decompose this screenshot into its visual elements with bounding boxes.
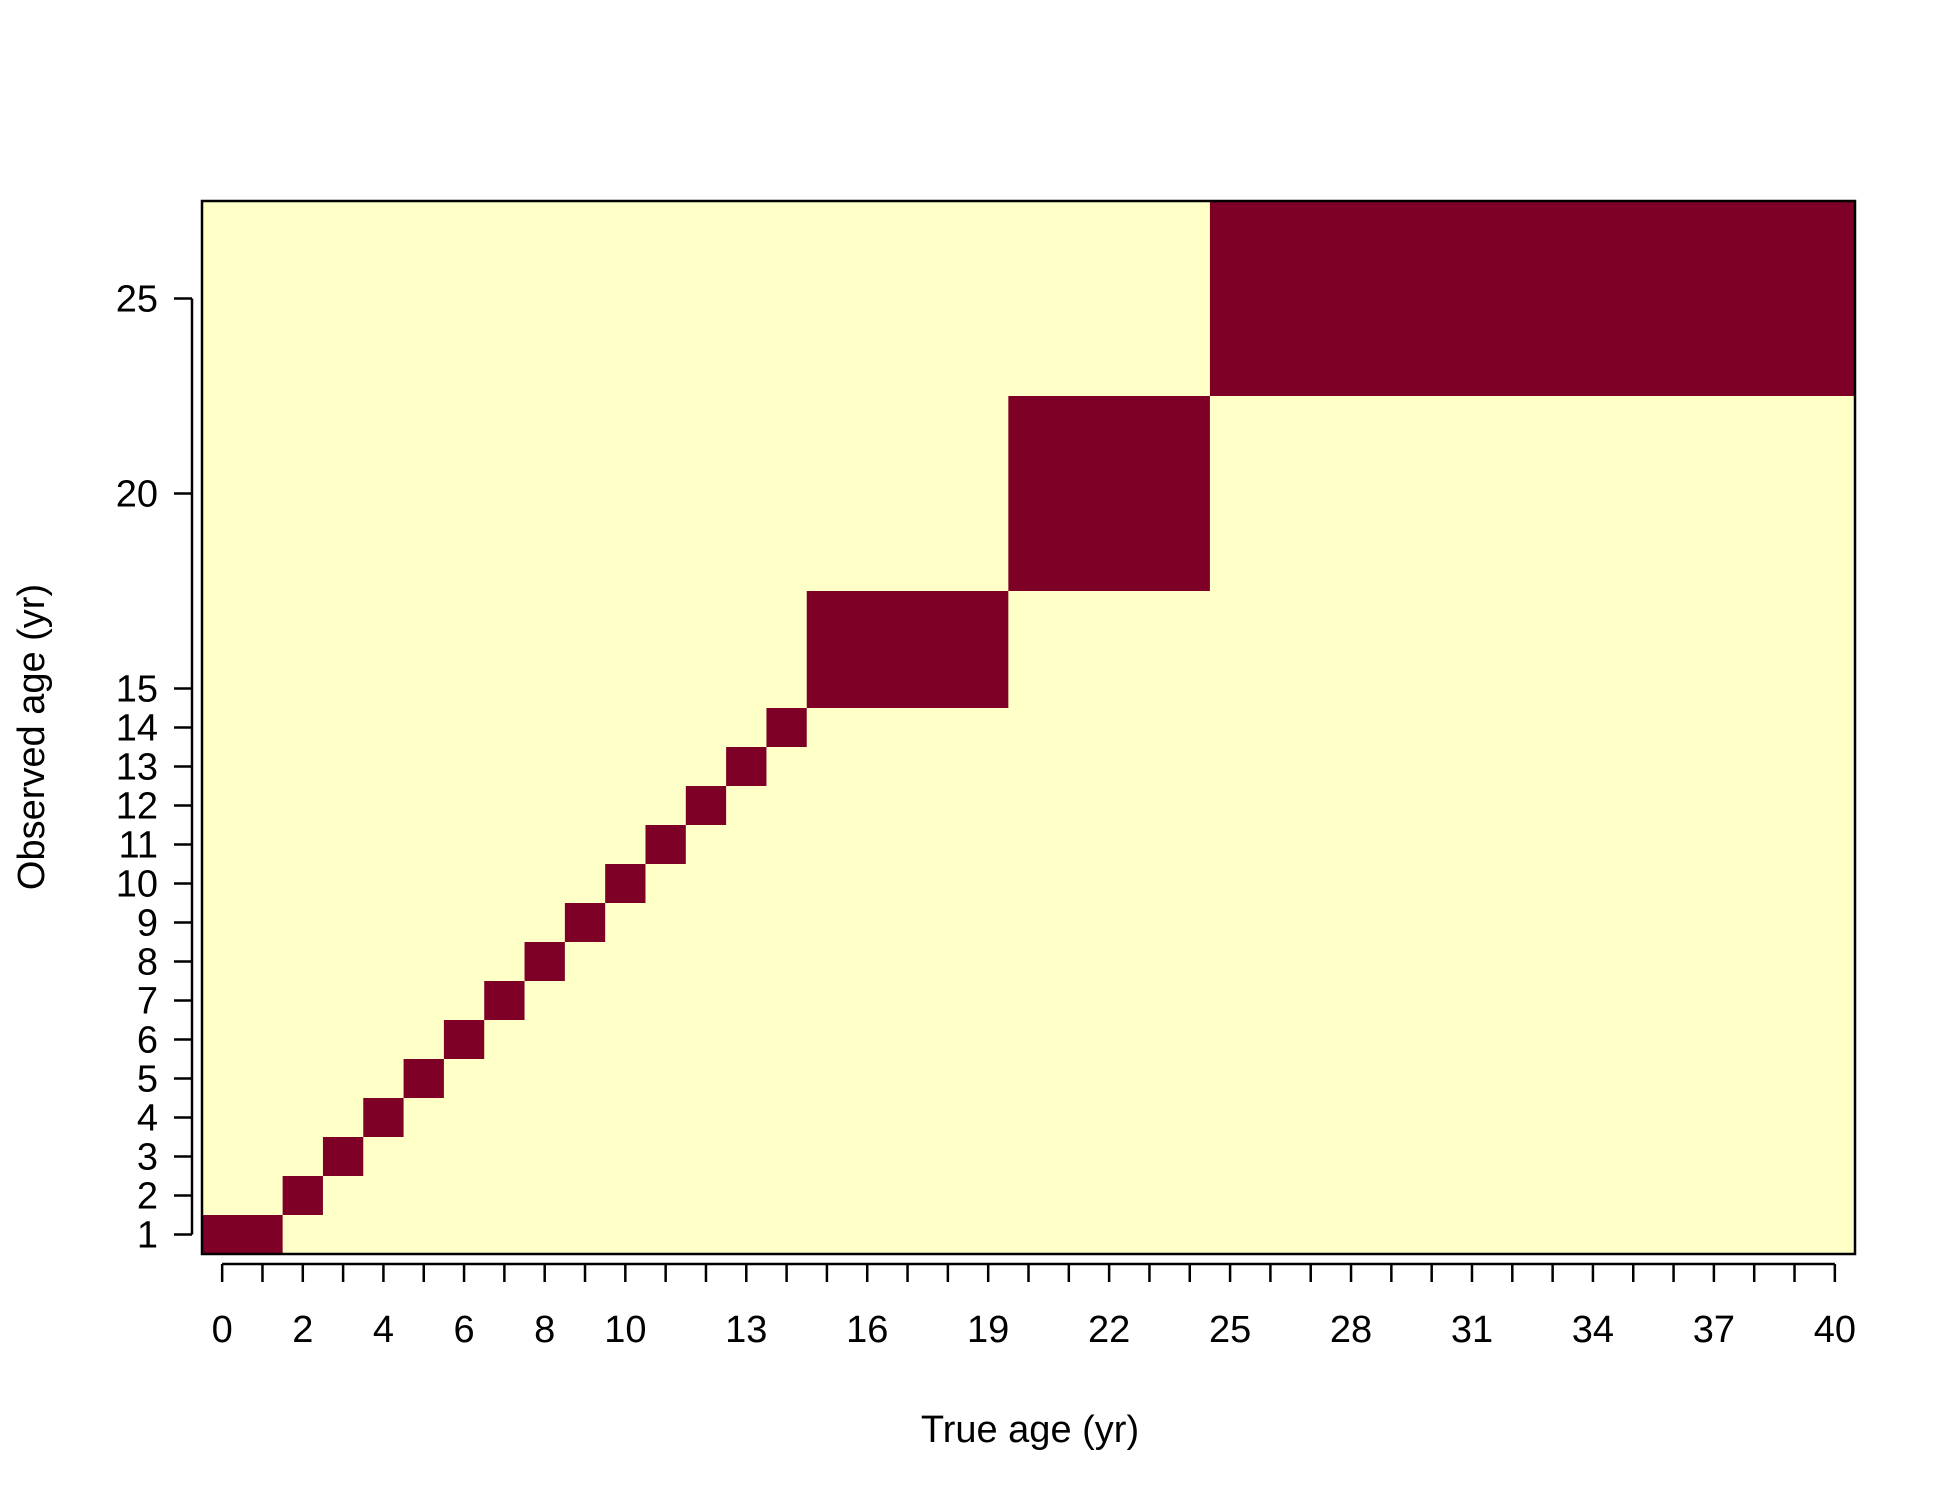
- heatmap-cell-2: [322, 1137, 364, 1176]
- x-tick-label: 16: [846, 1309, 888, 1351]
- y-tick-label: 6: [137, 1020, 158, 1062]
- y-tick-label: 15: [116, 669, 158, 711]
- y-tick-label: 3: [137, 1137, 158, 1179]
- y-tick-label: 7: [137, 981, 158, 1023]
- y-tick-label: 14: [116, 708, 158, 750]
- x-tick-label: 13: [725, 1309, 767, 1351]
- plot-area: [200, 199, 1857, 1256]
- y-axis-label: Observed age (yr): [11, 584, 53, 890]
- x-tick-label: 28: [1330, 1309, 1372, 1351]
- heatmap-cell-8: [564, 903, 606, 942]
- x-tick-label: 0: [212, 1309, 233, 1351]
- y-tick-label: 25: [116, 279, 158, 321]
- heatmap-cell-15: [1008, 396, 1210, 591]
- x-tick-label: 10: [604, 1309, 646, 1351]
- x-tick-label: 8: [534, 1309, 555, 1351]
- heatmap-cell-11: [685, 786, 727, 825]
- heatmap-cell-16: [1209, 201, 1855, 396]
- heatmap-cell-5: [443, 1020, 485, 1059]
- x-tick-label: 34: [1572, 1309, 1614, 1351]
- y-tick-label: 2: [137, 1176, 158, 1218]
- y-tick-label: 4: [137, 1098, 158, 1140]
- heatmap-cell-4: [403, 1059, 444, 1098]
- heatmap-cell-9: [605, 864, 646, 903]
- y-tick-label: 9: [137, 903, 158, 945]
- x-tick-label: 22: [1088, 1309, 1130, 1351]
- x-tick-label: 6: [453, 1309, 474, 1351]
- heatmap-cell-6: [484, 981, 525, 1020]
- x-tick-label: 40: [1814, 1309, 1856, 1351]
- heatmap-cell-13: [766, 708, 807, 747]
- plot-frame: [200, 199, 1857, 1256]
- heatmap-cell-3: [363, 1098, 404, 1137]
- x-axis-label: True age (yr): [921, 1409, 1139, 1451]
- y-tick-label: 10: [116, 864, 158, 906]
- x-tick-label: 25: [1209, 1309, 1251, 1351]
- y-tick-label: 8: [137, 942, 158, 984]
- heatmap-cell-1: [282, 1176, 323, 1215]
- y-tick-label: 20: [116, 474, 158, 516]
- y-tick-label: 12: [116, 786, 158, 828]
- heatmap-cell-12: [726, 747, 767, 786]
- heatmap-cell-14: [806, 591, 1009, 708]
- heatmap-cell-7: [524, 942, 565, 981]
- y-tick-label: 13: [116, 747, 158, 789]
- y-tick-label: 1: [137, 1215, 158, 1257]
- x-tick-label: 19: [967, 1309, 1009, 1351]
- y-tick-label: 11: [119, 825, 158, 867]
- heatmap-cell-0: [202, 1215, 283, 1254]
- x-tick-label: 31: [1451, 1309, 1493, 1351]
- heatmap-cell-10: [645, 825, 686, 864]
- x-tick-label: 2: [292, 1309, 313, 1351]
- x-tick-label: 37: [1693, 1309, 1735, 1351]
- y-tick-label: 5: [137, 1059, 158, 1101]
- x-tick-label: 4: [373, 1309, 394, 1351]
- x-axis: 0 2 4 6 8 10 13 16 19 22 25 28 31 34 37 40: [212, 1262, 1856, 1351]
